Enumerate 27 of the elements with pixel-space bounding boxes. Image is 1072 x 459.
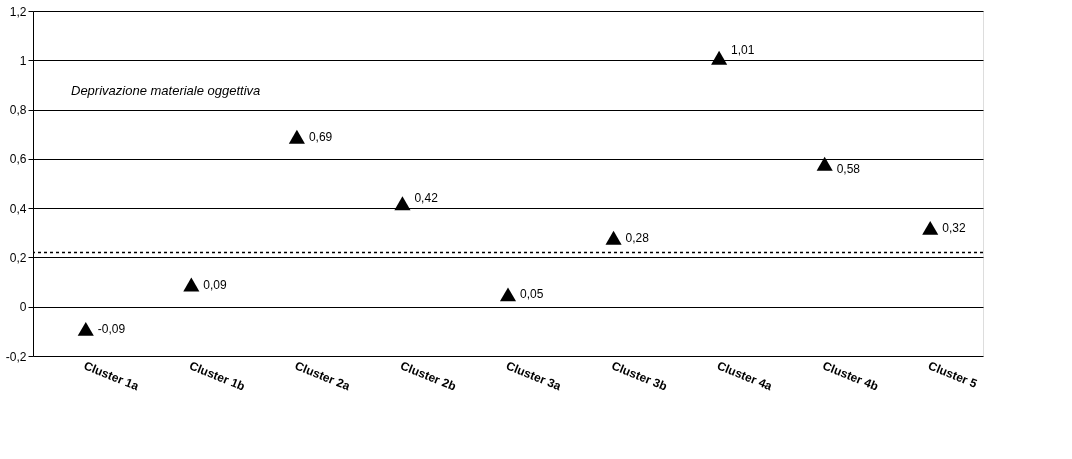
point — [77, 321, 94, 336]
data-label: 0,69 — [308, 129, 333, 144]
y-tick-label: 0,6 — [9, 152, 27, 167]
point — [711, 50, 728, 65]
point — [499, 287, 517, 302]
y-tick-label: 1,2 — [9, 4, 27, 19]
data-label: 0,05 — [520, 287, 544, 302]
point — [922, 220, 939, 235]
data-label: 0,28 — [625, 230, 650, 245]
point — [288, 129, 305, 144]
y-tick-label: -0,2 — [5, 349, 27, 364]
y-tick-label: 0,2 — [9, 250, 27, 265]
data-label: 1,01 — [731, 43, 755, 58]
point — [816, 156, 833, 171]
data-label: 0,09 — [203, 277, 228, 292]
annotation: Deprivazione materiale oggettiva — [71, 83, 261, 98]
y-tick-label: 0,8 — [9, 103, 27, 118]
point — [605, 230, 622, 245]
data-label: 0,32 — [942, 220, 966, 235]
data-label: -0,09 — [97, 321, 126, 336]
data-label: 0,42 — [414, 191, 439, 206]
data-label: 0,58 — [836, 161, 861, 176]
y-tick-label: 0,4 — [9, 201, 27, 216]
point — [183, 277, 200, 292]
y-tick-label: 0 — [19, 300, 27, 315]
y-tick-label: 1 — [19, 53, 27, 68]
point — [394, 196, 411, 211]
